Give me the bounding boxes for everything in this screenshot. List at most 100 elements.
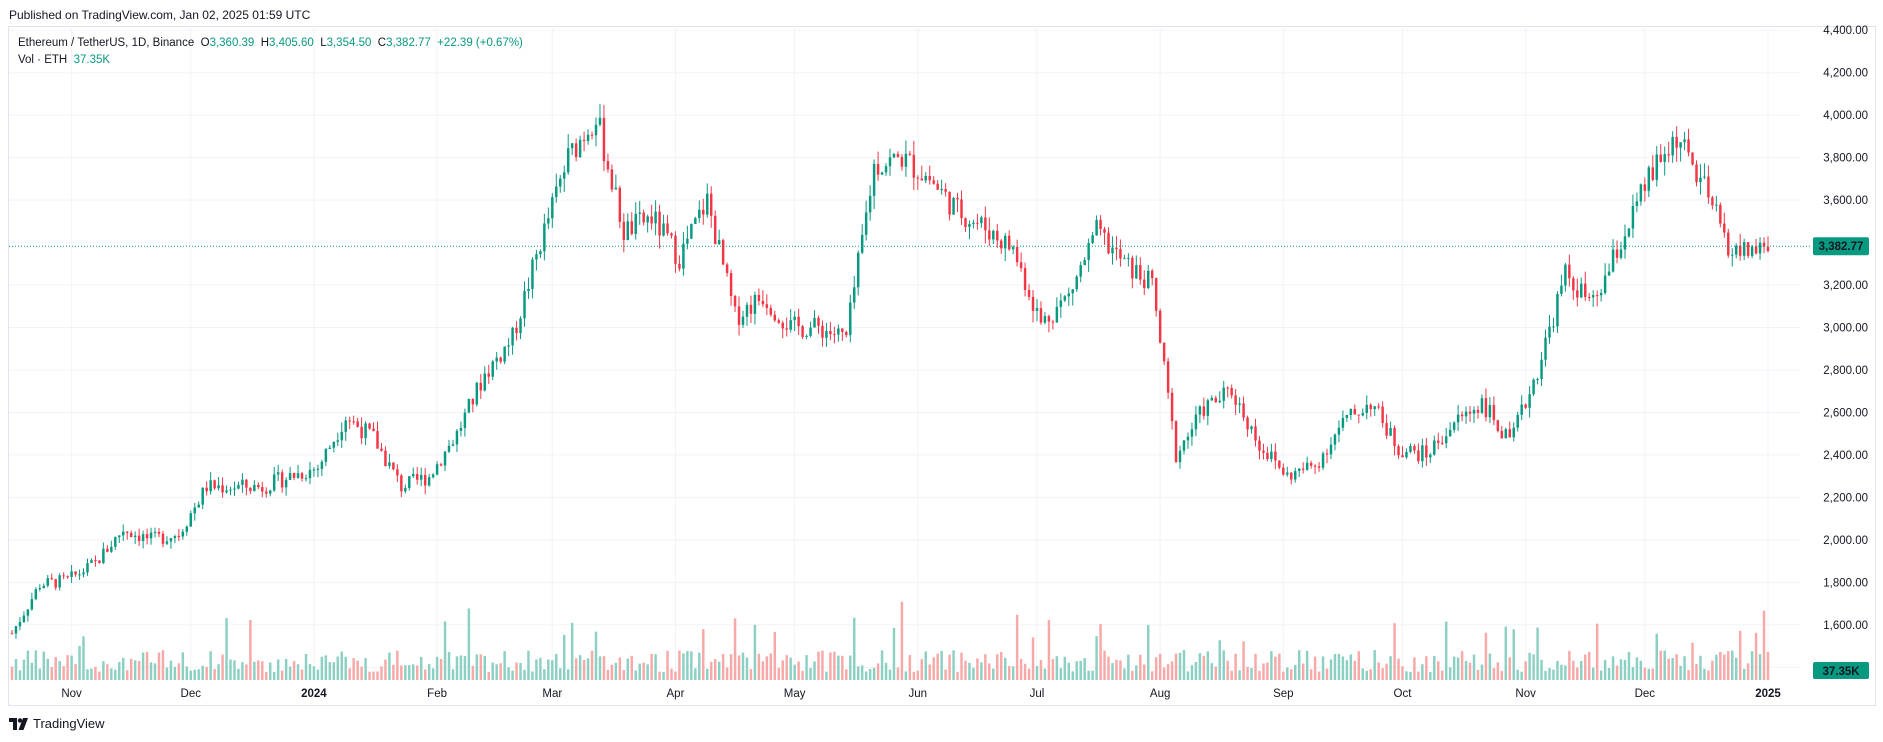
volume-bar [570, 622, 574, 680]
volume-bar [1242, 641, 1245, 680]
candle-body [1754, 246, 1758, 254]
close-label: C [377, 37, 387, 49]
volume-bar [626, 658, 630, 680]
volume-bar [1103, 650, 1106, 680]
candle-body [1738, 245, 1742, 256]
candle-body [18, 621, 22, 627]
candle-body [1508, 429, 1511, 438]
volume-bar [674, 671, 677, 680]
volume-bar [1154, 657, 1158, 680]
volume-bar [729, 654, 733, 680]
volume-label[interactable]: Vol · ETH [18, 54, 68, 66]
volume-bar [598, 656, 602, 680]
candle-body [841, 328, 844, 332]
open-label: O [200, 37, 210, 49]
volume-bar [984, 654, 987, 680]
volume-bar [1599, 670, 1603, 680]
candle-body [976, 222, 979, 224]
volume-bar [1250, 668, 1253, 680]
volume-bar [992, 668, 995, 680]
candle-body [78, 574, 81, 576]
candle-body [594, 124, 598, 136]
candle-body [737, 306, 741, 325]
candle-body [547, 218, 550, 224]
candle-body [1643, 184, 1647, 191]
volume-bar [102, 661, 105, 680]
volume-bar [1552, 669, 1555, 680]
volume-bar [1011, 666, 1015, 680]
y-tick-label: 2,600.00 [1823, 407, 1868, 419]
volume-bar [336, 656, 340, 680]
volume-bar [471, 665, 475, 680]
volume-bar [1675, 654, 1678, 680]
candle-body [372, 428, 375, 432]
x-tick-label: Aug [1150, 688, 1170, 700]
candle-body [1170, 392, 1174, 422]
candle-body [543, 223, 546, 252]
candle-body [1758, 242, 1762, 254]
volume-bar [1496, 662, 1500, 680]
volume-bar [988, 663, 991, 680]
volume-bar [1278, 653, 1281, 680]
candle-body [892, 154, 896, 158]
volume-bar [773, 631, 777, 680]
candle-body [1027, 290, 1031, 297]
volume-bar [1500, 671, 1504, 680]
volume-bar [479, 654, 483, 680]
volume-bar [1695, 663, 1698, 680]
candle-body [404, 487, 407, 492]
volume-bar [1421, 664, 1424, 680]
candle-body [328, 447, 332, 450]
volume-bar [106, 664, 109, 680]
candle-body [1369, 404, 1372, 410]
volume-bar [491, 662, 494, 680]
candle-body [169, 538, 173, 542]
volume-bar [1254, 653, 1257, 680]
volume-bar [149, 662, 153, 680]
candle-body [1262, 450, 1265, 453]
candle-body [177, 536, 181, 538]
candle-body [1651, 167, 1655, 180]
volume-bar [1663, 650, 1666, 680]
chart-frame [8, 26, 1876, 706]
candle-body [948, 191, 951, 215]
volume-bar [213, 669, 216, 680]
candle-body [336, 440, 340, 442]
volume-bar [559, 668, 562, 680]
candle-body [1139, 265, 1142, 280]
volume-bar [507, 667, 510, 680]
candle-body [1448, 429, 1452, 437]
x-tick-label: Jul [1030, 688, 1045, 700]
volume-bar [1270, 651, 1273, 680]
candle-body [1647, 167, 1651, 191]
volume-bar [110, 668, 113, 680]
candle-body [1500, 430, 1504, 439]
volume-bar [173, 666, 177, 680]
candle-body [876, 164, 880, 175]
tradingview-brand[interactable]: TradingView [9, 716, 105, 731]
volume-bar [300, 669, 304, 680]
volume-bar [165, 667, 169, 680]
volume-bar [749, 669, 753, 680]
candle-body [221, 485, 224, 493]
candle-body [686, 238, 689, 244]
volume-bar [801, 670, 804, 680]
volume-bar [1659, 650, 1662, 680]
volume-bar [1341, 656, 1345, 680]
symbol-label[interactable]: Ethereum / TetherUS, 1D, Binance [18, 37, 195, 49]
candle-body [757, 294, 761, 301]
volume-bar [531, 671, 534, 680]
candle-body [1480, 398, 1484, 413]
candle-body [1083, 259, 1086, 266]
volume-bar [205, 666, 208, 680]
y-tick-label: 4,000.00 [1823, 110, 1868, 122]
candle-body [1115, 247, 1118, 250]
candle-body [94, 560, 97, 562]
candle-body [1556, 293, 1559, 327]
candle-body [1198, 406, 1202, 415]
candle-body [495, 357, 498, 362]
candle-body [1337, 427, 1341, 435]
candle-body [415, 474, 419, 480]
brand-label: TradingView [33, 716, 105, 731]
